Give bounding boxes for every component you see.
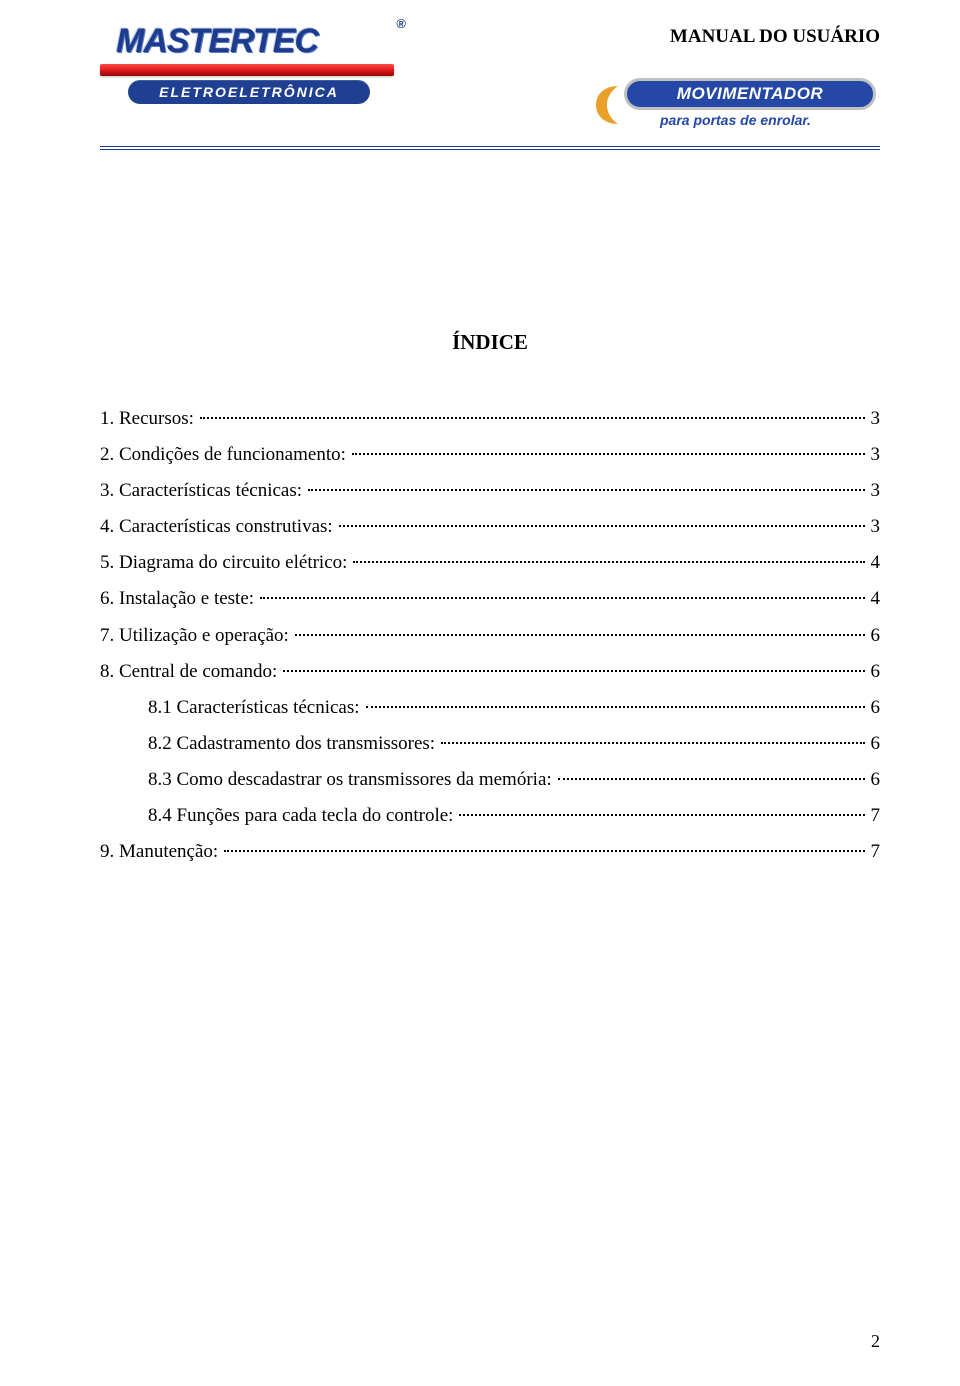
logo-red-bar	[100, 64, 394, 76]
toc-leader-dots	[339, 525, 865, 527]
badge-sub-text: para portas de enrolar.	[660, 112, 811, 128]
toc-row: 3. Características técnicas: 3	[100, 473, 880, 509]
toc-row: 8.3 Como descadastrar os transmissores d…	[100, 762, 880, 798]
toc-page-number: 6	[867, 618, 881, 654]
toc-leader-dots	[352, 453, 865, 455]
toc-leader-dots	[558, 778, 865, 780]
toc-label: 4. Características construtivas:	[100, 509, 337, 545]
toc-leader-dots	[260, 597, 864, 599]
product-badge: MOVIMENTADOR para portas de enrolar.	[600, 78, 880, 134]
toc-leader-dots	[459, 814, 864, 816]
toc-leader-dots	[366, 706, 865, 708]
toc-label: 8.3 Como descadastrar os transmissores d…	[148, 762, 556, 798]
toc-row: 8.1 Características técnicas: 6	[100, 690, 880, 726]
index-heading: ÍNDICE	[100, 330, 880, 355]
toc-label: 7. Utilização e operação:	[100, 618, 293, 654]
toc-row: 6. Instalação e teste: 4	[100, 581, 880, 617]
toc-row: 2. Condições de funcionamento: 3	[100, 437, 880, 473]
toc-row: 4. Características construtivas: 3	[100, 509, 880, 545]
toc-page-number: 6	[867, 762, 881, 798]
toc-page-number: 4	[867, 581, 881, 617]
toc-label: 6. Instalação e teste:	[100, 581, 258, 617]
toc-page-number: 6	[867, 690, 881, 726]
table-of-contents: 1. Recursos:32. Condições de funcionamen…	[100, 401, 880, 870]
toc-label: 8.1 Características técnicas:	[148, 690, 364, 726]
brand-logo: ® MASTERTEC ELETROELETRÔNICA	[100, 20, 400, 115]
toc-row: 5. Diagrama do circuito elétrico: 4	[100, 545, 880, 581]
registered-mark: ®	[396, 16, 406, 31]
toc-page-number: 3	[867, 401, 881, 437]
toc-row: 8.2 Cadastramento dos transmissores: 6	[100, 726, 880, 762]
toc-leader-dots	[353, 561, 864, 563]
toc-leader-dots	[283, 670, 864, 672]
header-right: MANUAL DO USUÁRIO MOVIMENTADOR para port…	[560, 20, 880, 134]
toc-row: 7. Utilização e operação: 6	[100, 618, 880, 654]
toc-label: 8.4 Funções para cada tecla do controle:	[148, 798, 457, 834]
toc-page-number: 6	[867, 654, 881, 690]
toc-page-number: 3	[867, 509, 881, 545]
badge-main-text: MOVIMENTADOR	[624, 78, 876, 110]
toc-page-number: 7	[867, 798, 881, 834]
toc-label: 8.2 Cadastramento dos transmissores:	[148, 726, 439, 762]
toc-label: 5. Diagrama do circuito elétrico:	[100, 545, 351, 581]
toc-page-number: 7	[867, 834, 881, 870]
toc-page-number: 4	[867, 545, 881, 581]
toc-leader-dots	[200, 417, 865, 419]
toc-label: 1. Recursos:	[100, 401, 198, 437]
toc-row: 9. Manutenção: 7	[100, 834, 880, 870]
toc-leader-dots	[295, 634, 865, 636]
brand-name: MASTERTEC	[116, 22, 318, 61]
toc-row: 1. Recursos: 3	[100, 401, 880, 437]
brand-sublabel: ELETROELETRÔNICA	[128, 80, 370, 104]
toc-leader-dots	[224, 850, 864, 852]
page-header: ® MASTERTEC ELETROELETRÔNICA MANUAL DO U…	[100, 20, 880, 134]
toc-leader-dots	[308, 489, 864, 491]
document-title: MANUAL DO USUÁRIO	[560, 26, 880, 48]
toc-label: 9. Manutenção:	[100, 834, 222, 870]
toc-page-number: 3	[867, 437, 881, 473]
toc-row: 8. Central de comando: 6	[100, 654, 880, 690]
toc-page-number: 3	[867, 473, 881, 509]
page-number: 2	[871, 1331, 880, 1352]
toc-leader-dots	[441, 742, 864, 744]
toc-row: 8.4 Funções para cada tecla do controle:…	[100, 798, 880, 834]
header-divider	[100, 146, 880, 150]
toc-page-number: 6	[867, 726, 881, 762]
toc-label: 8. Central de comando:	[100, 654, 281, 690]
toc-label: 3. Características técnicas:	[100, 473, 306, 509]
toc-label: 2. Condições de funcionamento:	[100, 437, 350, 473]
